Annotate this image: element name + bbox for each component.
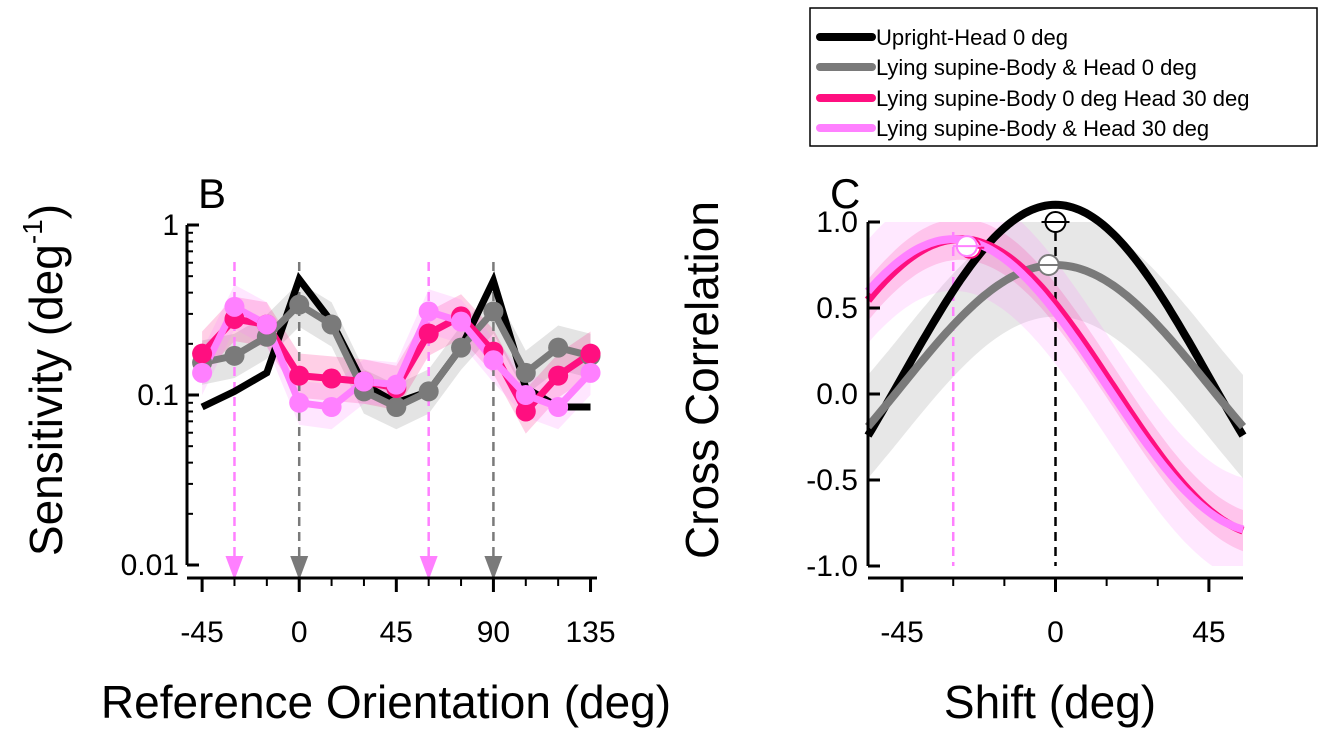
panel-b-point-lying-supine-body-head-30-deg (192, 362, 213, 383)
panel-c-band-lying-supine-body-head-0-deg (868, 222, 1243, 479)
panel-b-point-lying-supine-body-0-deg-head-30-deg (515, 401, 536, 422)
panel-b-point-lying-supine-body-0-deg-head-30-deg (418, 323, 439, 344)
panel-c-x-axis-title: Shift (deg) (944, 676, 1156, 728)
panel-b-point-lying-supine-body-head-30-deg (418, 301, 439, 322)
panel-b-series-markers (192, 294, 601, 422)
panel-b-x-tick-label: -45 (180, 616, 223, 649)
panel-b-point-lying-supine-body-0-deg-head-30-deg (580, 343, 601, 364)
panel-b-point-lying-supine-body-head-30-deg (580, 362, 601, 383)
panel-c-reference-lines (951, 232, 1057, 566)
panel-b-point-lying-supine-body-head-0-deg (515, 362, 536, 383)
panel-b-point-lying-supine-body-head-30-deg (224, 296, 245, 317)
panel-b-point-lying-supine-body-head-30-deg (321, 396, 342, 417)
panel-c-cross-correlation-chart: 1.0 0.5 0.0 -0.5 -1.0 -45 0 45 C Shift (deg) Cr… (676, 170, 1247, 728)
panel-b-point-lying-supine-body-head-0-deg (224, 345, 245, 366)
panel-b-x-tick-label: 0 (291, 616, 308, 649)
panel-b-point-lying-supine-body-head-0-deg (548, 337, 569, 358)
panel-b-point-lying-supine-body-head-0-deg (451, 337, 472, 358)
panel-b-arrow-head-2 (419, 556, 438, 580)
panel-b-y-tick-label: 1 (162, 209, 179, 242)
panel-c-axes: 1.0 0.5 0.0 -0.5 -1.0 -45 0 45 (806, 206, 1243, 649)
panel-c-y-tick-label: 0.5 (816, 292, 858, 325)
panel-b-point-lying-supine-body-head-30-deg (386, 374, 407, 395)
panel-b-point-lying-supine-body-head-0-deg (321, 314, 342, 335)
panel-b-y-tick-label: 0.1 (137, 379, 179, 412)
panel-c-series-lines (864, 200, 1247, 535)
panel-c-x-tick-label: 0 (1047, 616, 1064, 649)
panel-b-letter: B (198, 170, 226, 217)
panel-b-point-lying-supine-body-head-30-deg (289, 392, 310, 413)
panel-b-point-lying-supine-body-0-deg-head-30-deg (548, 365, 569, 386)
panel-b-y-axis-title: Sensitivity (deg-1) (17, 204, 72, 556)
legend-box (809, 7, 1318, 147)
panel-b-point-lying-supine-body-head-30-deg (256, 314, 277, 335)
legend: Upright-Head 0 deg Lying supine-Body & H… (809, 7, 1318, 147)
panel-b-x-tick-label: 135 (565, 616, 615, 649)
legend-label: Lying supine-Body & Head 0 deg (876, 55, 1197, 80)
panel-b-arrow-head-1 (290, 556, 309, 580)
panel-b-point-lying-supine-body-head-0-deg (386, 396, 407, 417)
panel-c-x-tick-label: 45 (1192, 616, 1225, 649)
panel-b-y-axis-title-close: ) (20, 204, 72, 219)
panel-c-x-tick-label: -45 (880, 616, 923, 649)
legend-entry-upright-head: Upright-Head 0 deg (816, 25, 1068, 50)
legend-label: Upright-Head 0 deg (876, 25, 1068, 50)
panel-b-y-tick-label: 0.01 (121, 549, 179, 582)
legend-label: Lying supine-Body 0 deg Head 30 deg (876, 86, 1249, 111)
panel-b-x-tick-label: 90 (477, 616, 510, 649)
panel-b-point-lying-supine-body-head-0-deg (289, 294, 310, 315)
panel-b-point-lying-supine-body-head-0-deg (483, 301, 504, 322)
panel-b-y-axis-title-superscript: -1 (17, 219, 48, 244)
panel-b-x-axis-title: Reference Orientation (deg) (101, 676, 671, 728)
panel-c-y-axis-title: Cross Correlation (676, 201, 728, 559)
panel-b-arrow-head-0 (225, 556, 244, 580)
panel-c-peak-markers (952, 211, 1070, 276)
panel-b-point-lying-supine-body-head-30-deg (515, 385, 536, 405)
panel-b-axes: 0.01 0.1 1 -45 0 45 90 135 (121, 209, 616, 649)
panel-c-y-tick-label: 1.0 (816, 206, 858, 239)
panel-b-point-lying-supine-body-head-30-deg (451, 311, 472, 332)
panel-c-line-upright-head-0-deg (864, 200, 1247, 438)
panel-b-point-lying-supine-body-head-30-deg (483, 350, 504, 371)
panel-b-point-lying-supine-body-head-30-deg (548, 396, 569, 417)
panel-c-band-lying-supine-body-head-30-deg (868, 222, 1243, 566)
legend-entry-body-head-0: Lying supine-Body & Head 0 deg (816, 55, 1197, 80)
panel-b-point-lying-supine-body-0-deg-head-30-deg (192, 343, 213, 364)
panel-b-point-lying-supine-body-0-deg-head-30-deg (289, 365, 310, 386)
panel-c-y-tick-label: -1.0 (806, 550, 858, 583)
panel-b-y-axis-title-main: Sensitivity (deg (20, 244, 72, 556)
panel-b-sensitivity-chart: 0.01 0.1 1 -45 0 45 90 135 B Reference Orientat… (17, 170, 671, 728)
panel-c-letter: C (830, 170, 860, 217)
panel-b-point-lying-supine-body-0-deg-head-30-deg (321, 368, 342, 389)
legend-label: Lying supine-Body & Head 30 deg (876, 116, 1209, 141)
panel-c-y-tick-label: 0.0 (816, 378, 858, 411)
legend-entry-body-0-head-30: Lying supine-Body 0 deg Head 30 deg (816, 86, 1249, 111)
legend-entry-body-head-30: Lying supine-Body & Head 30 deg (816, 116, 1209, 141)
panel-b-x-tick-label: 45 (380, 616, 413, 649)
panel-b-point-lying-supine-body-head-30-deg (353, 371, 374, 392)
panel-b-arrow-head-3 (484, 556, 503, 580)
panel-b-point-lying-supine-body-head-0-deg (418, 381, 439, 402)
panel-c-line-lying-supine-body-head-30-deg (865, 235, 1245, 534)
panel-c-y-tick-label: -0.5 (806, 464, 858, 497)
